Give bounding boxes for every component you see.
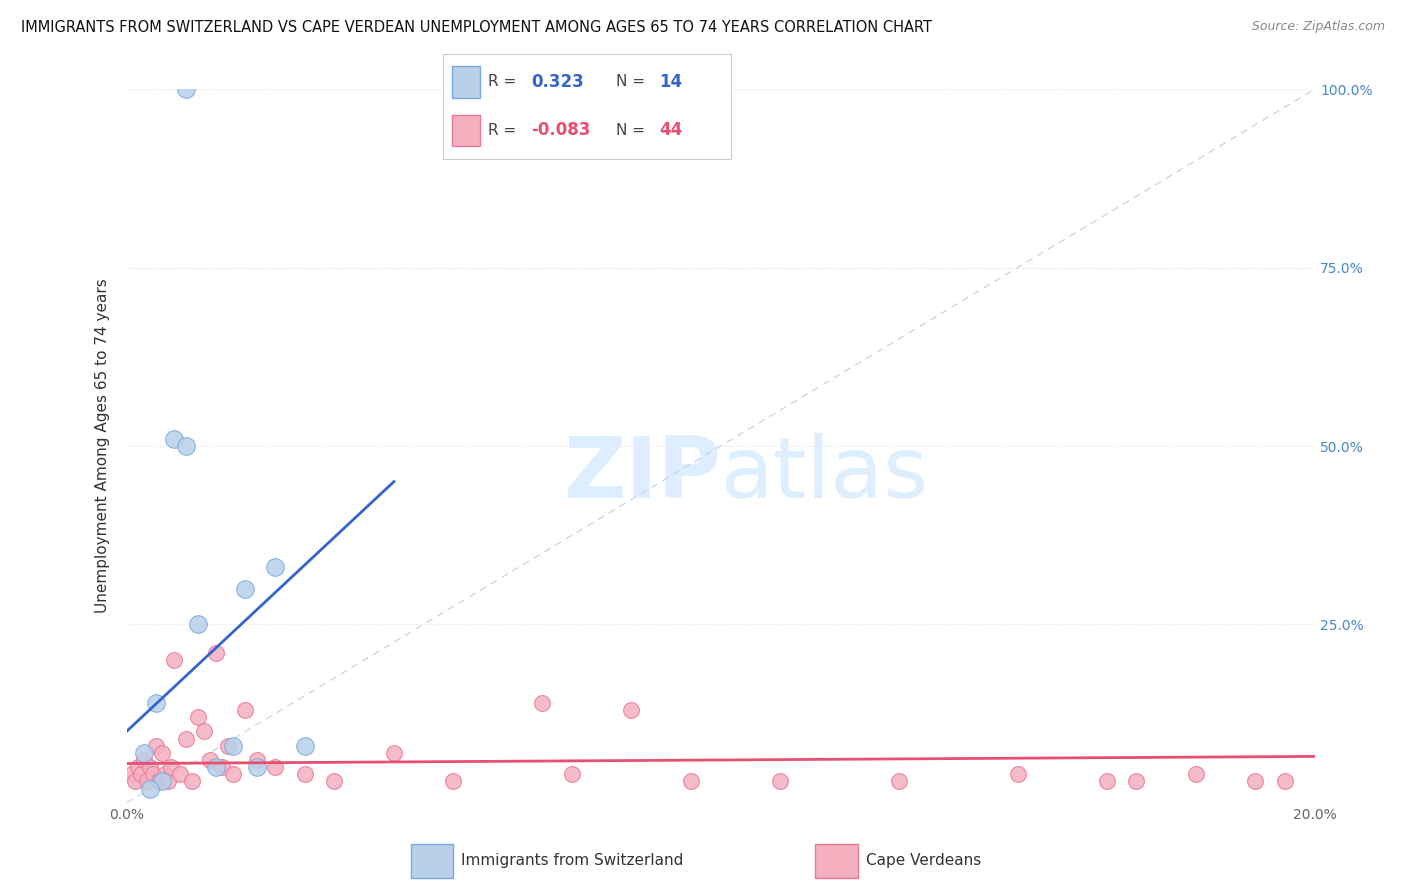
Point	[222, 739, 245, 753]
FancyBboxPatch shape	[451, 66, 481, 98]
Point	[264, 560, 287, 574]
Y-axis label: Unemployment Among Ages 65 to 74 years: Unemployment Among Ages 65 to 74 years	[94, 278, 110, 614]
Point	[204, 646, 226, 660]
Point	[1125, 774, 1147, 789]
Point	[148, 774, 170, 789]
Point	[134, 753, 156, 767]
Text: ZIP: ZIP	[562, 433, 720, 516]
Point	[246, 753, 269, 767]
Point	[294, 767, 316, 781]
Point	[264, 760, 287, 774]
Point	[180, 774, 202, 789]
Point	[127, 760, 149, 774]
Text: R =: R =	[488, 123, 520, 138]
Point	[531, 696, 554, 710]
Point	[174, 82, 197, 96]
Point	[153, 767, 176, 781]
Text: R =: R =	[488, 74, 520, 89]
Text: Source: ZipAtlas.com: Source: ZipAtlas.com	[1251, 20, 1385, 33]
Point	[887, 774, 910, 789]
Point	[769, 774, 792, 789]
Point	[174, 731, 197, 746]
Point	[222, 767, 245, 781]
Point	[169, 767, 191, 781]
Point	[204, 760, 226, 774]
Point	[136, 774, 159, 789]
Point	[187, 710, 209, 724]
Text: Cape Verdeans: Cape Verdeans	[866, 854, 981, 868]
Point	[145, 739, 167, 753]
Point	[441, 774, 464, 789]
Point	[1007, 767, 1029, 781]
Point	[145, 696, 167, 710]
Text: N =: N =	[616, 74, 650, 89]
Point	[150, 746, 173, 760]
Point	[233, 703, 256, 717]
Point	[1184, 767, 1206, 781]
Point	[139, 760, 162, 774]
Point	[217, 739, 239, 753]
Point	[134, 746, 156, 760]
Text: 0.323: 0.323	[531, 73, 583, 91]
Text: IMMIGRANTS FROM SWITZERLAND VS CAPE VERDEAN UNEMPLOYMENT AMONG AGES 65 TO 74 YEA: IMMIGRANTS FROM SWITZERLAND VS CAPE VERD…	[21, 20, 932, 35]
Point	[679, 774, 702, 789]
Point	[174, 439, 197, 453]
Point	[157, 774, 180, 789]
Point	[246, 760, 269, 774]
Point	[163, 432, 186, 446]
Point	[1274, 774, 1296, 789]
Text: 14: 14	[659, 73, 682, 91]
Point	[131, 767, 153, 781]
Point	[1095, 774, 1118, 789]
Text: 44: 44	[659, 121, 682, 139]
Point	[163, 653, 186, 667]
Point	[150, 774, 173, 789]
FancyBboxPatch shape	[411, 844, 453, 878]
FancyBboxPatch shape	[451, 114, 481, 146]
Point	[124, 774, 146, 789]
Point	[160, 760, 183, 774]
Point	[323, 774, 346, 789]
Point	[198, 753, 221, 767]
Point	[382, 746, 405, 760]
Text: atlas: atlas	[720, 433, 928, 516]
Point	[294, 739, 316, 753]
Point	[187, 617, 209, 632]
Point	[233, 582, 256, 596]
FancyBboxPatch shape	[815, 844, 858, 878]
Point	[139, 781, 162, 796]
Text: Immigrants from Switzerland: Immigrants from Switzerland	[461, 854, 683, 868]
Text: -0.083: -0.083	[531, 121, 591, 139]
Point	[620, 703, 643, 717]
Text: N =: N =	[616, 123, 650, 138]
Point	[1244, 774, 1267, 789]
Point	[561, 767, 583, 781]
Point	[121, 767, 143, 781]
Point	[211, 760, 233, 774]
Point	[193, 724, 215, 739]
Point	[142, 767, 165, 781]
